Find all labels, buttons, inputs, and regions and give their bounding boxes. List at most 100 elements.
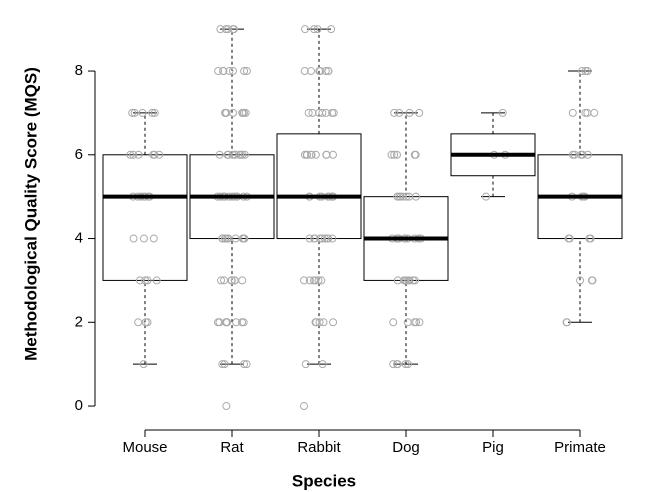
x-tick-label: Primate xyxy=(554,439,606,456)
data-point xyxy=(390,108,399,117)
data-point xyxy=(155,150,164,159)
data-point xyxy=(395,108,404,117)
x-tick-label: Pig xyxy=(482,439,504,456)
data-point xyxy=(129,234,138,243)
data-point xyxy=(242,67,251,76)
data-point xyxy=(415,108,424,117)
data-point xyxy=(402,192,411,201)
x-tick-label: Mouse xyxy=(122,439,167,456)
x-axis-title: Species xyxy=(292,471,356,490)
data-point xyxy=(398,192,407,201)
data-point xyxy=(587,276,596,285)
data-point xyxy=(229,108,238,117)
data-point xyxy=(240,150,249,159)
data-point xyxy=(393,360,402,369)
data-point xyxy=(319,318,328,327)
data-point xyxy=(578,67,587,76)
data-point xyxy=(149,150,158,159)
data-point xyxy=(322,108,331,117)
data-point xyxy=(318,108,327,117)
data-point xyxy=(576,150,585,159)
data-point xyxy=(321,67,330,76)
data-point xyxy=(568,150,577,159)
data-point xyxy=(229,25,238,34)
data-point xyxy=(404,276,413,285)
data-point xyxy=(314,276,323,285)
data-point xyxy=(389,360,398,369)
data-point xyxy=(222,402,231,411)
data-point xyxy=(400,276,409,285)
data-point xyxy=(307,150,316,159)
data-point xyxy=(134,318,143,327)
data-point xyxy=(126,150,135,159)
data-point xyxy=(586,234,595,243)
data-point xyxy=(240,360,249,369)
data-point xyxy=(227,276,236,285)
data-point xyxy=(216,25,225,34)
data-point xyxy=(568,108,577,117)
data-point xyxy=(328,234,337,243)
data-point xyxy=(238,276,247,285)
data-point xyxy=(329,108,338,117)
data-point xyxy=(240,67,249,76)
data-point xyxy=(149,234,158,243)
x-tick-label: Rat xyxy=(220,439,244,456)
data-point xyxy=(232,318,241,327)
data-point xyxy=(324,234,333,243)
x-tick-label: Dog xyxy=(392,439,420,456)
box xyxy=(276,133,362,240)
data-point xyxy=(300,276,309,285)
data-point xyxy=(562,318,571,327)
data-point xyxy=(329,318,338,327)
data-point xyxy=(318,360,327,369)
data-point xyxy=(311,150,320,159)
data-point xyxy=(152,276,161,285)
data-point xyxy=(305,234,314,243)
data-point xyxy=(301,360,310,369)
data-point xyxy=(148,108,157,117)
data-point xyxy=(238,108,247,117)
data-point xyxy=(239,234,248,243)
data-point xyxy=(311,318,320,327)
data-point xyxy=(392,150,401,159)
y-tick-label: 0 xyxy=(75,397,83,414)
data-point xyxy=(231,234,240,243)
data-point xyxy=(139,360,148,369)
data-point xyxy=(138,108,147,117)
data-point xyxy=(141,318,150,327)
data-point xyxy=(482,192,491,201)
data-point xyxy=(217,276,226,285)
data-point xyxy=(581,67,590,76)
box xyxy=(102,154,188,281)
data-point xyxy=(410,150,419,159)
data-point xyxy=(393,192,402,201)
data-point xyxy=(219,67,228,76)
data-point xyxy=(313,25,322,34)
data-point xyxy=(409,276,418,285)
data-point xyxy=(393,276,402,285)
data-point xyxy=(221,108,230,117)
data-point xyxy=(228,150,237,159)
data-point xyxy=(322,150,331,159)
data-point xyxy=(220,360,229,369)
data-point xyxy=(396,192,405,201)
data-point xyxy=(220,234,229,243)
data-point xyxy=(225,67,234,76)
x-tick-label: Rabbit xyxy=(297,439,341,456)
data-point xyxy=(214,67,223,76)
data-point xyxy=(328,108,337,117)
data-point xyxy=(324,67,333,76)
data-point xyxy=(327,25,336,34)
data-point xyxy=(390,150,399,159)
data-point xyxy=(218,360,227,369)
data-point xyxy=(310,234,319,243)
data-point xyxy=(581,108,590,117)
data-point xyxy=(311,276,320,285)
data-point xyxy=(405,192,414,201)
data-point xyxy=(150,108,159,117)
y-tick-label: 8 xyxy=(75,62,83,79)
data-point xyxy=(239,318,248,327)
y-axis-title: Methodological Quality Score (MQS) xyxy=(21,67,40,361)
data-point xyxy=(583,108,592,117)
